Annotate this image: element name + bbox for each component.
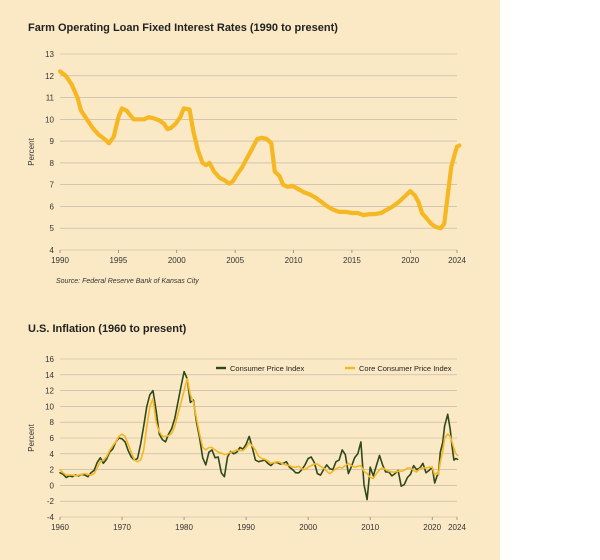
y-tick-label: 9 [50, 137, 55, 146]
x-tick-label: 2024 [448, 523, 466, 532]
y-tick-label: 12 [45, 72, 54, 81]
y-tick-label: 11 [46, 94, 55, 103]
y-tick-label: -4 [47, 513, 55, 522]
y-tick-label: 13 [45, 50, 54, 59]
y-tick-label: 12 [45, 387, 54, 396]
series-line-farm-operating-loan-fixed-interest-rate [57, 69, 462, 231]
x-tick-label: 2005 [226, 256, 244, 265]
chart-title-inflation: U.S. Inflation (1960 to present) [28, 323, 187, 335]
y-tick-label: 6 [50, 434, 55, 443]
x-tick-label: 2000 [299, 523, 317, 532]
x-tick-label: 2010 [361, 523, 379, 532]
x-tick-label: 1960 [51, 523, 69, 532]
y-tick-label: -2 [47, 497, 55, 506]
chart-panel [0, 0, 500, 560]
x-tick-label: 2024 [448, 256, 466, 265]
x-tick-label: 1990 [51, 256, 69, 265]
x-tick-label: 2015 [343, 256, 361, 265]
x-tick-label: 2010 [285, 256, 303, 265]
chart-source: Source: Federal Reserve Bank of Kansas C… [56, 278, 199, 285]
legend-label: Consumer Price Index [230, 364, 304, 373]
y-axis-label: Percent [27, 423, 36, 451]
y-tick-label: 5 [50, 224, 55, 233]
chart-title-interest-rates: Farm Operating Loan Fixed Interest Rates… [28, 22, 338, 34]
y-tick-label: 0 [50, 481, 55, 490]
y-tick-label: 2 [50, 466, 55, 475]
y-tick-label: 4 [50, 246, 55, 255]
legend-label: Core Consumer Price Index [359, 364, 452, 373]
y-tick-label: 14 [45, 371, 54, 380]
x-tick-label: 1970 [113, 523, 131, 532]
series-line-core-consumer-price-index [59, 378, 459, 480]
x-tick-label: 1980 [175, 523, 193, 532]
x-tick-label: 2020 [423, 523, 441, 532]
y-tick-label: 6 [50, 202, 55, 211]
y-tick-label: 8 [50, 159, 55, 168]
y-axis-label: Percent [27, 137, 36, 165]
y-tick-label: 4 [50, 450, 55, 459]
y-tick-label: 7 [50, 181, 55, 190]
x-tick-label: 2000 [168, 256, 186, 265]
y-tick-label: 16 [45, 355, 54, 364]
x-tick-label: 1995 [109, 256, 127, 265]
y-tick-label: 10 [45, 115, 54, 124]
x-tick-label: 2020 [401, 256, 419, 265]
x-tick-label: 1990 [237, 523, 255, 532]
y-tick-label: 10 [45, 402, 54, 411]
y-tick-label: 8 [50, 418, 55, 427]
